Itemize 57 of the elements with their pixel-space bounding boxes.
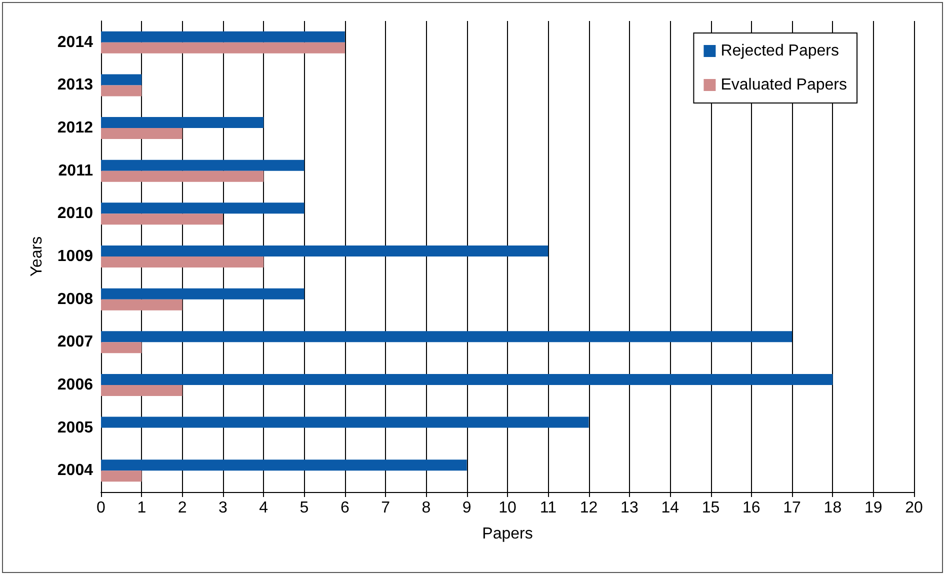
x-tick-label: 7	[381, 500, 390, 516]
x-tick-label: 20	[905, 500, 923, 516]
x-tick-label: 9	[462, 500, 472, 516]
x-axis-title: Papers	[482, 526, 533, 542]
x-tick-label: 18	[824, 500, 842, 516]
x-tick-label: 19	[864, 500, 882, 516]
bar	[101, 256, 264, 268]
bar	[101, 416, 589, 428]
bar	[101, 470, 142, 482]
bar	[101, 160, 304, 171]
y-tick-label: 2014	[57, 34, 94, 51]
bar	[101, 460, 467, 471]
x-tick-label: 17	[783, 500, 802, 516]
bar	[101, 374, 833, 385]
bar	[101, 128, 182, 140]
legend-label: Rejected Papers	[720, 42, 839, 60]
x-tick-label: 1	[137, 500, 146, 516]
y-tick-label: 1009	[57, 248, 94, 265]
y-tick-label: 2006	[57, 376, 94, 394]
x-tick-label: 15	[702, 500, 720, 516]
bar	[101, 202, 304, 214]
bar	[101, 31, 345, 42]
x-tick-label: 6	[340, 500, 350, 516]
x-tick-label: 3	[218, 500, 228, 516]
bar	[101, 384, 182, 396]
legend-label: Evaluated Papers	[720, 76, 848, 94]
x-tick-label: 10	[498, 500, 516, 516]
bar	[101, 42, 345, 54]
x-tick-label: 2	[178, 500, 187, 516]
y-tick-label: 2004	[57, 462, 94, 480]
bar	[101, 214, 223, 225]
y-axis-title: Years	[28, 236, 46, 277]
x-tick-label: 0	[96, 500, 106, 516]
y-tick-label: 2008	[57, 290, 94, 308]
x-tick-label: 16	[742, 500, 760, 516]
x-tick-label: 8	[422, 500, 431, 516]
y-tick-label: 2011	[58, 162, 94, 180]
bar	[101, 74, 142, 86]
x-tick-label: 4	[259, 500, 268, 516]
bar	[101, 246, 548, 256]
x-tick-label: 5	[300, 500, 309, 516]
x-tick-label: 11	[540, 500, 557, 516]
y-tick-label: 2007	[57, 334, 94, 351]
bar	[101, 170, 264, 182]
bar	[101, 299, 182, 310]
x-tick-label: 12	[580, 500, 598, 516]
bar	[101, 117, 264, 128]
y-tick-label: 2012	[57, 120, 94, 137]
bar	[101, 85, 142, 96]
x-tick-label: 13	[620, 500, 638, 516]
bar	[101, 288, 304, 300]
bar	[101, 342, 142, 354]
x-tick-label: 14	[661, 500, 680, 516]
y-tick-label: 2010	[57, 205, 94, 222]
bar	[101, 331, 792, 342]
y-tick-label: 2005	[57, 419, 94, 436]
y-tick-label: 2013	[57, 76, 94, 94]
